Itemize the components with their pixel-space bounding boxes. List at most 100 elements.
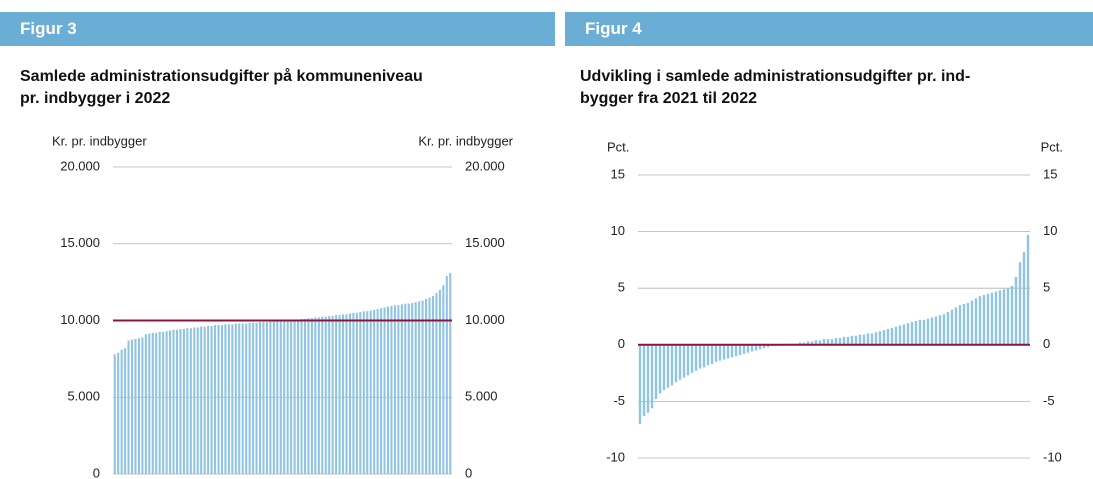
bar	[303, 318, 307, 474]
y2-tick-label: 20.000	[465, 158, 505, 173]
bar	[366, 311, 369, 474]
bar	[203, 326, 206, 474]
figure-header: Figur 3	[0, 12, 555, 46]
y-tick-label: 10.000	[60, 312, 100, 327]
chart-title: Udvikling i samlede administrationsudgif…	[580, 68, 971, 107]
bar	[906, 323, 910, 345]
bar	[882, 330, 886, 345]
bar	[854, 335, 858, 345]
bar	[155, 332, 158, 474]
bar	[127, 340, 130, 474]
bar	[189, 328, 192, 474]
bar	[1018, 262, 1022, 345]
bar	[141, 337, 144, 474]
bar	[186, 328, 189, 474]
bar	[722, 344, 726, 360]
bar	[990, 292, 994, 345]
bar	[362, 311, 365, 474]
bar	[255, 322, 258, 474]
bar	[359, 312, 362, 474]
bar	[1014, 276, 1018, 345]
bar	[428, 297, 431, 474]
bar	[290, 320, 293, 474]
bar	[148, 333, 151, 474]
bar	[407, 303, 410, 474]
bar	[742, 344, 746, 354]
bar	[214, 325, 217, 474]
bar	[670, 344, 674, 386]
bar	[802, 342, 806, 345]
bar	[431, 295, 435, 474]
bar	[324, 316, 327, 474]
bar	[300, 318, 303, 474]
bar	[307, 318, 310, 474]
bar	[878, 331, 882, 345]
bar	[442, 285, 445, 474]
bar	[172, 329, 175, 474]
bar	[217, 325, 220, 474]
bar	[169, 330, 172, 474]
bar	[654, 344, 658, 400]
bar	[902, 324, 906, 345]
bar	[210, 325, 213, 474]
bar	[958, 305, 962, 345]
bar	[293, 319, 296, 474]
bar	[1006, 288, 1010, 345]
bar	[421, 300, 424, 474]
bar	[345, 314, 348, 474]
bar	[124, 348, 127, 474]
bar	[411, 302, 414, 474]
bar	[970, 300, 974, 345]
bar	[400, 304, 403, 474]
bar	[348, 313, 351, 474]
y-tick-label: 15	[611, 166, 625, 181]
y2-tick-label: 0	[1043, 336, 1050, 351]
bar	[662, 344, 666, 391]
bar	[404, 303, 407, 474]
bar	[874, 332, 878, 345]
bar	[862, 334, 866, 345]
bar	[130, 339, 134, 474]
bar	[120, 349, 123, 474]
bar	[196, 327, 199, 474]
y-tick-label: 0	[618, 336, 625, 351]
bar	[220, 325, 224, 474]
bar	[646, 344, 650, 413]
bar	[754, 344, 758, 351]
bar	[998, 290, 1002, 345]
bar	[390, 305, 393, 474]
bar	[175, 329, 179, 474]
y2-tick-label: 0	[465, 465, 472, 479]
bar	[686, 344, 690, 376]
bar	[162, 332, 165, 474]
y2-axis-label: Kr. pr. indbygger	[418, 133, 513, 148]
bar	[113, 354, 116, 474]
bar	[746, 344, 750, 353]
bar	[922, 319, 926, 345]
bar	[393, 305, 396, 474]
bar	[283, 320, 286, 474]
bar	[658, 344, 662, 394]
bar	[750, 344, 754, 352]
bar	[245, 323, 248, 474]
bar	[850, 335, 854, 345]
bar	[842, 336, 846, 345]
bar	[207, 325, 210, 474]
bar	[738, 344, 742, 355]
bar	[982, 294, 986, 345]
bar	[335, 315, 338, 474]
bar	[918, 319, 922, 345]
bar	[954, 307, 958, 345]
bar	[798, 342, 802, 345]
bar	[258, 322, 262, 474]
bar	[890, 327, 894, 345]
bar	[766, 344, 770, 348]
bar	[317, 317, 320, 474]
bar	[714, 344, 718, 362]
bar	[158, 332, 161, 474]
bar	[974, 298, 978, 345]
bar	[650, 344, 654, 409]
bar	[200, 326, 203, 474]
y-tick-label: 15.000	[60, 235, 100, 250]
